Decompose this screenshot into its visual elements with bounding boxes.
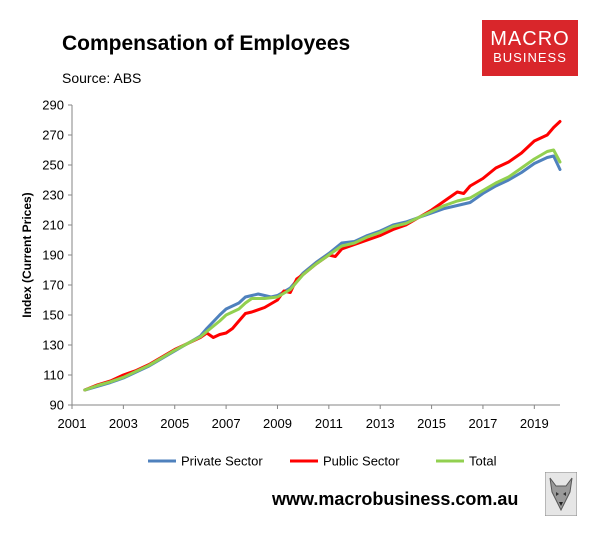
y-tick-label: 150 [42, 308, 64, 323]
y-tick-label: 110 [43, 368, 64, 383]
y-tick-label: 210 [42, 218, 64, 233]
x-tick-label: 2019 [520, 416, 549, 431]
footer-url: www.macrobusiness.com.au [272, 489, 519, 509]
x-tick-label: 2011 [315, 416, 343, 431]
x-tick-label: 2005 [160, 416, 189, 431]
x-tick-label: 2017 [468, 416, 497, 431]
y-tick-label: 90 [50, 398, 64, 413]
logo-line-2: BUSINESS [493, 50, 567, 65]
y-tick-label: 250 [42, 158, 64, 173]
macrobusiness-logo: MACRO BUSINESS [482, 20, 578, 76]
series-line-private-sector [83, 154, 562, 392]
legend-label-private-sector: Private Sector [181, 454, 263, 469]
logo-line-1: MACRO [490, 28, 570, 50]
legend-label-public-sector: Public Sector [323, 454, 400, 469]
x-tick-label: 2015 [417, 416, 446, 431]
series-line-public-sector [83, 120, 562, 392]
x-tick-label: 2003 [109, 416, 138, 431]
y-tick-label: 270 [42, 128, 64, 143]
y-axis-label: Index (Current Prices) [20, 192, 34, 317]
y-tick-label: 290 [42, 98, 64, 113]
y-tick-label: 230 [42, 188, 64, 203]
wolf-icon [545, 472, 577, 516]
x-tick-label: 2013 [366, 416, 395, 431]
x-tick-label: 2007 [212, 416, 241, 431]
y-tick-label: 170 [42, 278, 64, 293]
legend-label-total: Total [469, 454, 497, 469]
series-line-total [83, 148, 562, 392]
y-tick-label: 190 [42, 248, 64, 263]
chart-title: Compensation of Employees [62, 32, 351, 55]
y-tick-label: 130 [42, 338, 64, 353]
x-tick-label: 2009 [263, 416, 292, 431]
x-tick-label: 2001 [58, 416, 87, 431]
chart-source: Source: ABS [62, 70, 142, 86]
